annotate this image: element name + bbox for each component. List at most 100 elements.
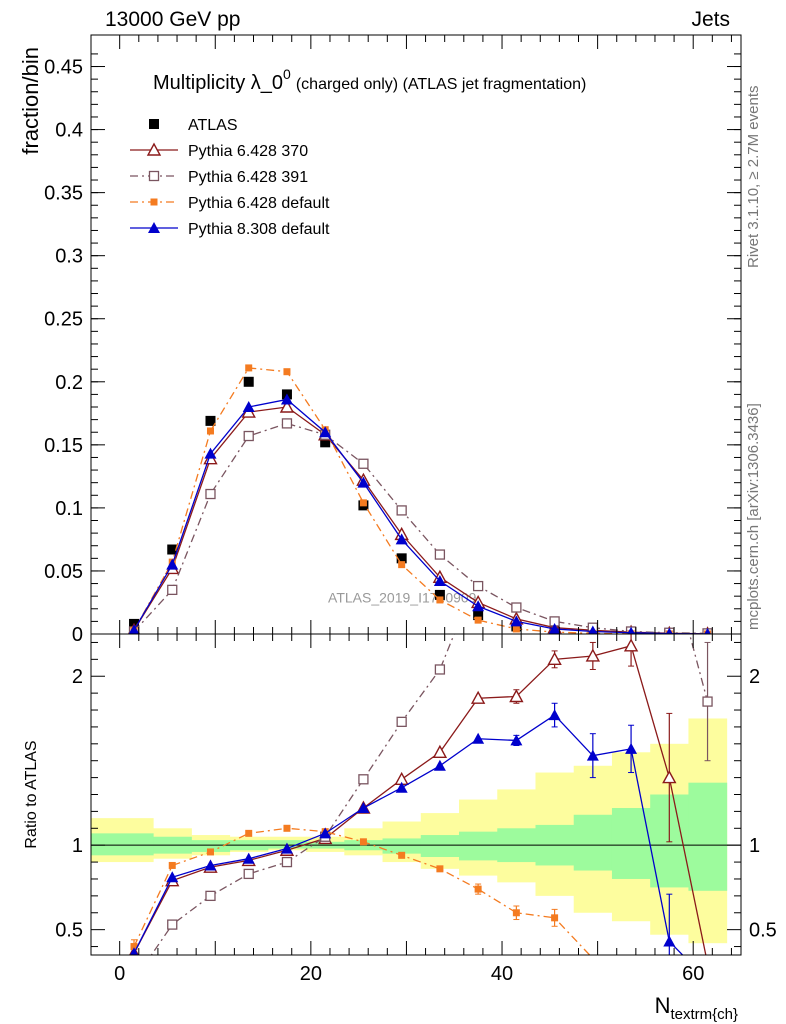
- y-tick-label: 0.35: [44, 183, 83, 205]
- band-inner-bin: [611, 808, 651, 879]
- point-py8_default-7: [395, 533, 408, 545]
- series-line-py6_391: [133, 422, 708, 634]
- point-py8_default-1: [166, 558, 179, 570]
- ratio-point-py6_default-3: [245, 829, 253, 837]
- ratio-point-py6_default-1: [168, 861, 176, 869]
- y-tick-label: 0.1: [55, 498, 83, 520]
- ratio-point-py6_370-9: [470, 690, 486, 704]
- ratio-point-py8_default-11: [548, 709, 561, 721]
- x-tick-label: 40: [491, 963, 513, 985]
- point-py6_default-4: [283, 368, 291, 376]
- ratio-y-axis-label: Ratio to ATLAS: [23, 740, 40, 848]
- ratio-point-py8_default-4: [280, 842, 293, 854]
- ratio-point-py8_default-5: [319, 827, 332, 839]
- point-py6_default-6: [359, 499, 367, 507]
- ratio-point-py6_default-6: [359, 838, 367, 846]
- legend-label-py6_391: Pythia 6.428 391: [188, 169, 308, 186]
- ratio-y-tick-label-right: 0.5: [749, 920, 777, 942]
- rivet-label: Rivet 3.1.10, ≥ 2.7M events: [745, 85, 762, 269]
- x-axis-label: Ntextrm{ch}: [655, 993, 738, 1023]
- point-py6_default-7: [398, 561, 406, 569]
- y-tick-label: 0.3: [55, 246, 83, 268]
- ratio-y-tick-label: 1: [72, 835, 83, 857]
- ratio-point-py8_default-6: [357, 802, 370, 814]
- point-py8_default-10: [510, 615, 523, 627]
- chart-title-main: Multiplicity λ_0: [153, 72, 283, 94]
- y-tick-label: 0.15: [44, 435, 83, 457]
- series-py8_default: [128, 393, 711, 634]
- point-py6_391-8: [434, 549, 446, 560]
- point-py6_391-9: [472, 580, 484, 592]
- series-line-py8_default: [133, 398, 708, 634]
- ratio-point-py6_370-10: [509, 689, 524, 703]
- ratio-point-py8_default-3: [242, 852, 255, 864]
- point-py8_default-11: [548, 622, 561, 634]
- point-py8_default-3: [242, 401, 255, 413]
- point-py6_default-2: [206, 427, 214, 435]
- point-py6_default-3: [245, 364, 253, 372]
- x-tick-label: 60: [682, 963, 704, 985]
- point-py8_default-4: [280, 393, 293, 405]
- ratio-line-py8_default: [133, 714, 684, 955]
- series-line-py6_370: [133, 406, 708, 634]
- ratio-point-py6_default-8: [436, 865, 444, 873]
- point-py8_default-6: [357, 476, 370, 488]
- ratio-point-py6_370-11: [547, 651, 562, 666]
- ratio-point-py6_391-4: [281, 856, 293, 868]
- analysis-watermark: ATLAS_2019_I1740909: [328, 589, 477, 605]
- point-py6_391-3: [243, 430, 254, 442]
- legend: ATLAS Pythia 6.428 370 Pythia 6.428 391 Pyt…: [130, 117, 330, 238]
- legend-label-py8_default: Pythia 8.308 default: [188, 221, 330, 238]
- point-py8_default-13: [627, 626, 636, 634]
- ratio-point-py8_default-8: [433, 759, 446, 771]
- point-py8_default-0: [128, 624, 140, 634]
- ratio-plot-area: [91, 634, 741, 955]
- ratio-line-py6_370: [133, 645, 707, 955]
- y-tick-label: 0.45: [44, 57, 83, 79]
- energy-label: 13000 GeV pp: [105, 8, 241, 31]
- ratio-point-py8_default-9: [472, 732, 485, 744]
- ratio-point-py6_default-0: [130, 943, 138, 951]
- ratio-line-py6_default: [133, 827, 591, 955]
- point-py8_default-15: [704, 627, 711, 634]
- x-axis-label-main: N: [655, 993, 671, 1018]
- ratio-point-py8_default-7: [395, 781, 408, 793]
- legend-marker-py6_391: [148, 170, 160, 182]
- band-inner-bin: [420, 835, 460, 858]
- legend-label-atlas: ATLAS: [188, 117, 238, 134]
- ratio-point-py6_default-7: [398, 851, 406, 859]
- point-atlas-8: [434, 589, 445, 600]
- legend-marker-py8_default: [148, 222, 160, 233]
- chart-title-suffix: (charged only) (ATLAS jet fragmentation): [296, 76, 587, 93]
- ratio-point-py8_default-10: [510, 734, 523, 746]
- band-inner-bin: [573, 814, 613, 871]
- band-inner-bin: [382, 838, 422, 854]
- point-atlas-9: [473, 610, 484, 621]
- main-plot-area: ATLAS_2019_I1740909: [127, 364, 713, 634]
- ratio-point-py6_370-8: [432, 744, 448, 758]
- chart-title-sup: 0: [283, 66, 291, 82]
- point-py6_391-6: [358, 458, 369, 469]
- point-py8_default-8: [433, 575, 446, 587]
- ratio-point-py6_391-8: [434, 664, 446, 675]
- ratio-point-py6_370-12: [585, 648, 601, 662]
- y-tick-label: 0.25: [44, 309, 83, 331]
- point-py8_default-9: [472, 600, 485, 612]
- point-py6_370-4: [279, 399, 295, 413]
- ratio-point-py6_391-2: [205, 890, 216, 902]
- point-py6_default-10: [512, 625, 520, 633]
- main-y-axis: 0 0.05 0.1 0.15 0.2 0.25 0.3 0.35 0.4 0.45: [44, 35, 741, 646]
- point-py6_391-2: [205, 488, 216, 500]
- ratio-point-py8_default-12: [586, 749, 599, 761]
- ratio-point-py6_default-10: [512, 909, 520, 917]
- point-py8_default-2: [204, 447, 217, 459]
- y-tick-label: 0.4: [55, 120, 83, 142]
- ratio-point-py6_391-3: [243, 868, 254, 880]
- ratio-y-tick-label-right: 1: [749, 835, 760, 857]
- ratio-point-py8_default-14: [663, 935, 676, 947]
- point-py8_default-14: [665, 627, 673, 634]
- point-py6_391-4: [281, 418, 293, 429]
- ratio-point-py8_default-2: [204, 859, 217, 871]
- ratio-point-py8_default-13: [625, 742, 638, 754]
- x-tick-label: 0: [114, 963, 125, 985]
